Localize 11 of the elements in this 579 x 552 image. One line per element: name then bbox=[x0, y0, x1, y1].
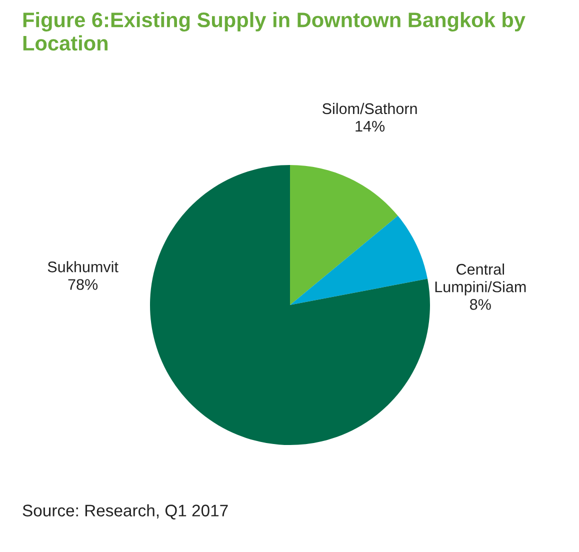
data-label: 8% bbox=[470, 299, 491, 310]
chart-title: Figure 6:Existing Supply in Downtown Bangkok by Location bbox=[23, 12, 526, 51]
slice-label: Sukhumvit bbox=[48, 261, 118, 272]
data-label: 78% bbox=[68, 279, 98, 290]
data-label: 14% bbox=[356, 120, 385, 132]
pie-slice bbox=[290, 165, 398, 305]
pie-slice bbox=[290, 216, 428, 305]
slice-label: Silom/Sathorn bbox=[322, 102, 417, 114]
source-note: Source: Research, Q1 2017 bbox=[22, 504, 228, 520]
slice-label: Central Lumpini/Siam bbox=[435, 264, 526, 296]
pie-slice bbox=[150, 165, 430, 445]
